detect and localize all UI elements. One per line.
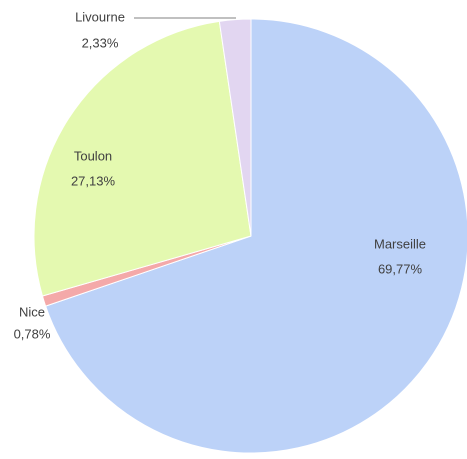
value-label: 69,77% (378, 261, 423, 276)
pie-slice (218, 18, 252, 237)
pie-slice (33, 20, 252, 297)
value-label: 0,78% (14, 326, 51, 341)
value-label: 27,13% (71, 173, 116, 188)
category-label: Nice (19, 304, 45, 319)
value-label: 2,33% (82, 35, 119, 50)
category-label: Livourne (75, 9, 125, 24)
pie-slice (45, 18, 467, 454)
category-label: Toulon (74, 148, 112, 163)
category-label: Marseille (374, 236, 426, 251)
